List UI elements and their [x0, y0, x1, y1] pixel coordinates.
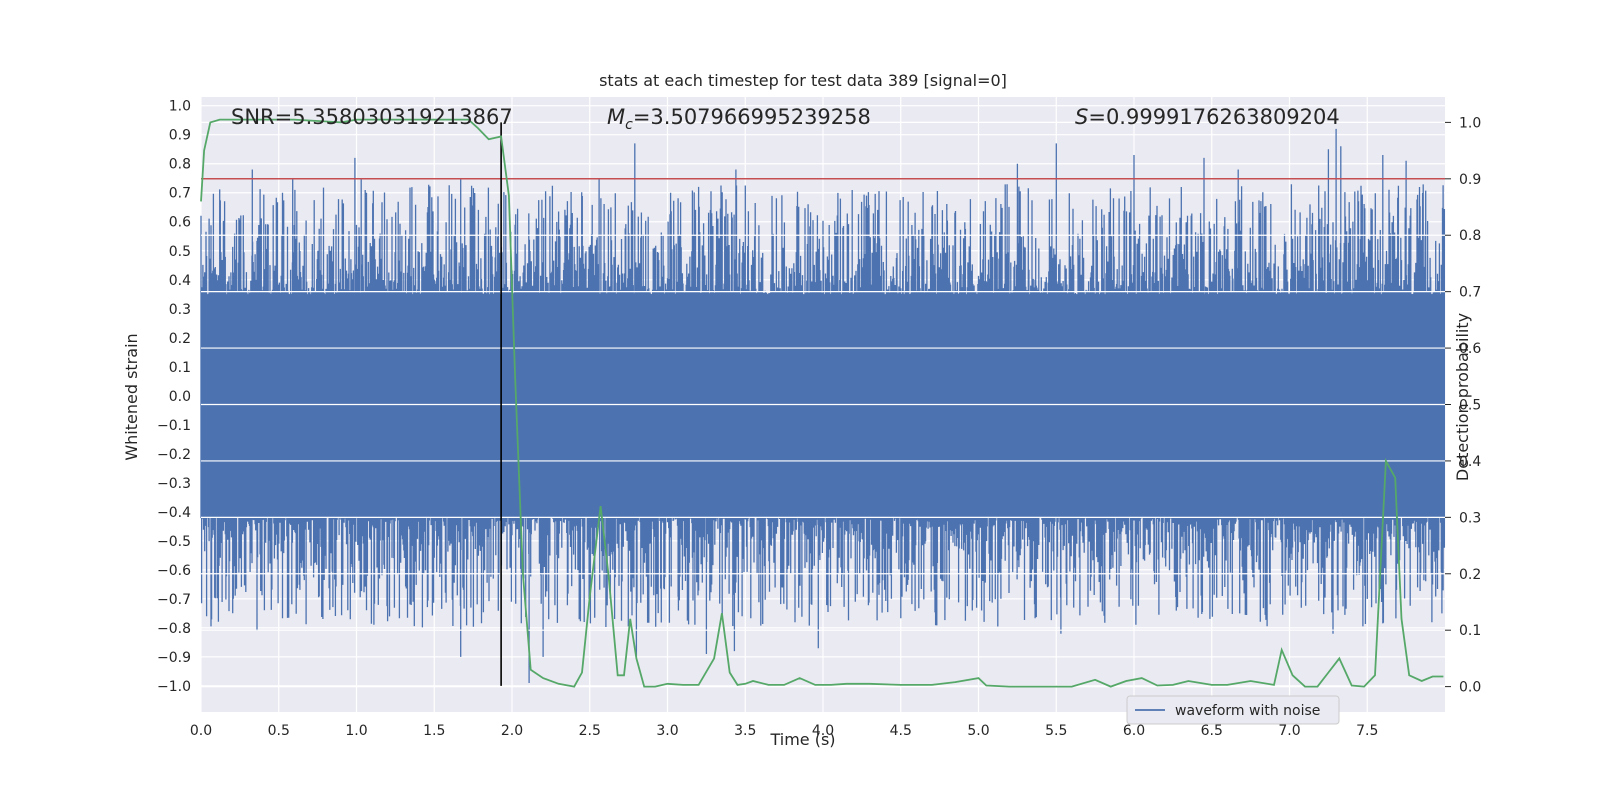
score-symbol: S — [1075, 105, 1088, 129]
y-tick-label: −0.4 — [157, 505, 191, 521]
y-tick-label: 0.4 — [169, 273, 191, 289]
y-tick-label: 1.0 — [169, 99, 191, 115]
score-annotation: S=0.9999176263809204 — [1075, 105, 1340, 129]
y-tick-label: −0.7 — [157, 592, 191, 608]
probability-series — [200, 118, 1445, 688]
chirp-mass-annotation: Mc=3.507966995239258 — [607, 105, 871, 133]
y2-tick-labels: 1.0 0.9 0.8 0.7 0.6 0.5 0.4 0.3 0.2 0.1 0.0 — [1445, 115, 1481, 696]
y-tick-label: −0.9 — [157, 650, 191, 666]
y2-tick-label: 0.2 — [1459, 567, 1481, 583]
y-tick-label: 0.3 — [169, 302, 191, 318]
y2-tick-label: 0.4 — [1459, 454, 1481, 470]
y-axis-title: Whitened strain — [122, 333, 141, 460]
x-tick-label: 4.5 — [890, 723, 912, 739]
x-tick-label: 5.0 — [967, 723, 989, 739]
y2-axis-title: Detection probability — [1453, 313, 1472, 481]
y-tick-label: −1.0 — [157, 679, 191, 695]
y-tick-label: −0.8 — [157, 621, 191, 637]
score-value: =0.9999176263809204 — [1088, 105, 1339, 129]
y-tick-label: −0.6 — [157, 563, 191, 579]
y2-tick-label: 0.3 — [1459, 510, 1481, 526]
x-tick-label: 7.5 — [1356, 723, 1378, 739]
x-tick-label: 1.5 — [423, 723, 445, 739]
legend: waveform with noise — [1126, 695, 1340, 725]
x-tick-labels: 0.0 0.5 1.0 1.5 2.0 2.5 3.0 3.5 4.0 4.5 5.0 5.5 6.0 6… — [190, 723, 1379, 739]
y-tick-label: −0.5 — [157, 534, 191, 550]
y-tick-label: 0.5 — [169, 244, 191, 260]
y2-tick-label: 0.1 — [1459, 623, 1481, 639]
y-tick-label: 0.9 — [169, 128, 191, 144]
y2-tick-label: 0.6 — [1459, 341, 1481, 357]
y-tick-label: 0.8 — [169, 157, 191, 173]
chirp-mass-value: =3.507966995239258 — [633, 105, 871, 129]
y-tick-label: 0.1 — [169, 360, 191, 376]
y2-tick-label: 1.0 — [1459, 115, 1481, 131]
y-tick-label: 0.2 — [169, 331, 191, 347]
x-tick-label: 5.5 — [1045, 723, 1067, 739]
x-tick-label: 0.5 — [268, 723, 290, 739]
y-tick-label: 0.6 — [169, 215, 191, 231]
chart-title: stats at each timestep for test data 389… — [599, 71, 1007, 90]
x-tick-label: 3.0 — [656, 723, 678, 739]
x-tick-label: 0.0 — [190, 723, 212, 739]
probability-line — [200, 118, 1444, 688]
y-tick-label: −0.1 — [157, 418, 191, 434]
y-tick-label: 0.7 — [169, 186, 191, 202]
y2-tick-label: 0.7 — [1459, 285, 1481, 301]
legend-entry-waveform: waveform with noise — [1175, 703, 1320, 719]
chirp-mass-subscript: c — [625, 117, 633, 133]
y-tick-labels: 1.0 0.9 0.8 0.7 0.6 0.5 0.4 0.3 0.2 0.1 0.0 −0.1 −0.… — [157, 99, 191, 695]
x-tick-label: 1.0 — [345, 723, 367, 739]
y2-tick-label: 0.0 — [1459, 680, 1481, 696]
y-tick-label: −0.2 — [157, 447, 191, 463]
y2-tick-label: 0.9 — [1459, 172, 1481, 188]
y-tick-label: −0.3 — [157, 476, 191, 492]
waveform-series — [200, 121, 1446, 688]
legend-box — [1126, 695, 1340, 725]
chirp-mass-symbol: M — [607, 105, 625, 129]
y-tick-label: 0.0 — [169, 389, 191, 405]
x-tick-label: 6.0 — [1123, 723, 1145, 739]
x-tick-label: 2.5 — [579, 723, 601, 739]
y2-tick-label: 0.8 — [1459, 228, 1481, 244]
x-axis-title: Time (s) — [769, 730, 835, 749]
x-tick-label: 2.0 — [501, 723, 523, 739]
x-tick-label: 6.5 — [1201, 723, 1223, 739]
x-tick-label: 7.0 — [1278, 723, 1300, 739]
x-tick-label: 3.5 — [734, 723, 756, 739]
snr-annotation: SNR=5.358030319213867 — [231, 105, 513, 129]
y2-tick-label: 0.5 — [1459, 398, 1481, 414]
x-tick-label: 4.0 — [812, 723, 834, 739]
waveform-trace — [200, 128, 1446, 683]
